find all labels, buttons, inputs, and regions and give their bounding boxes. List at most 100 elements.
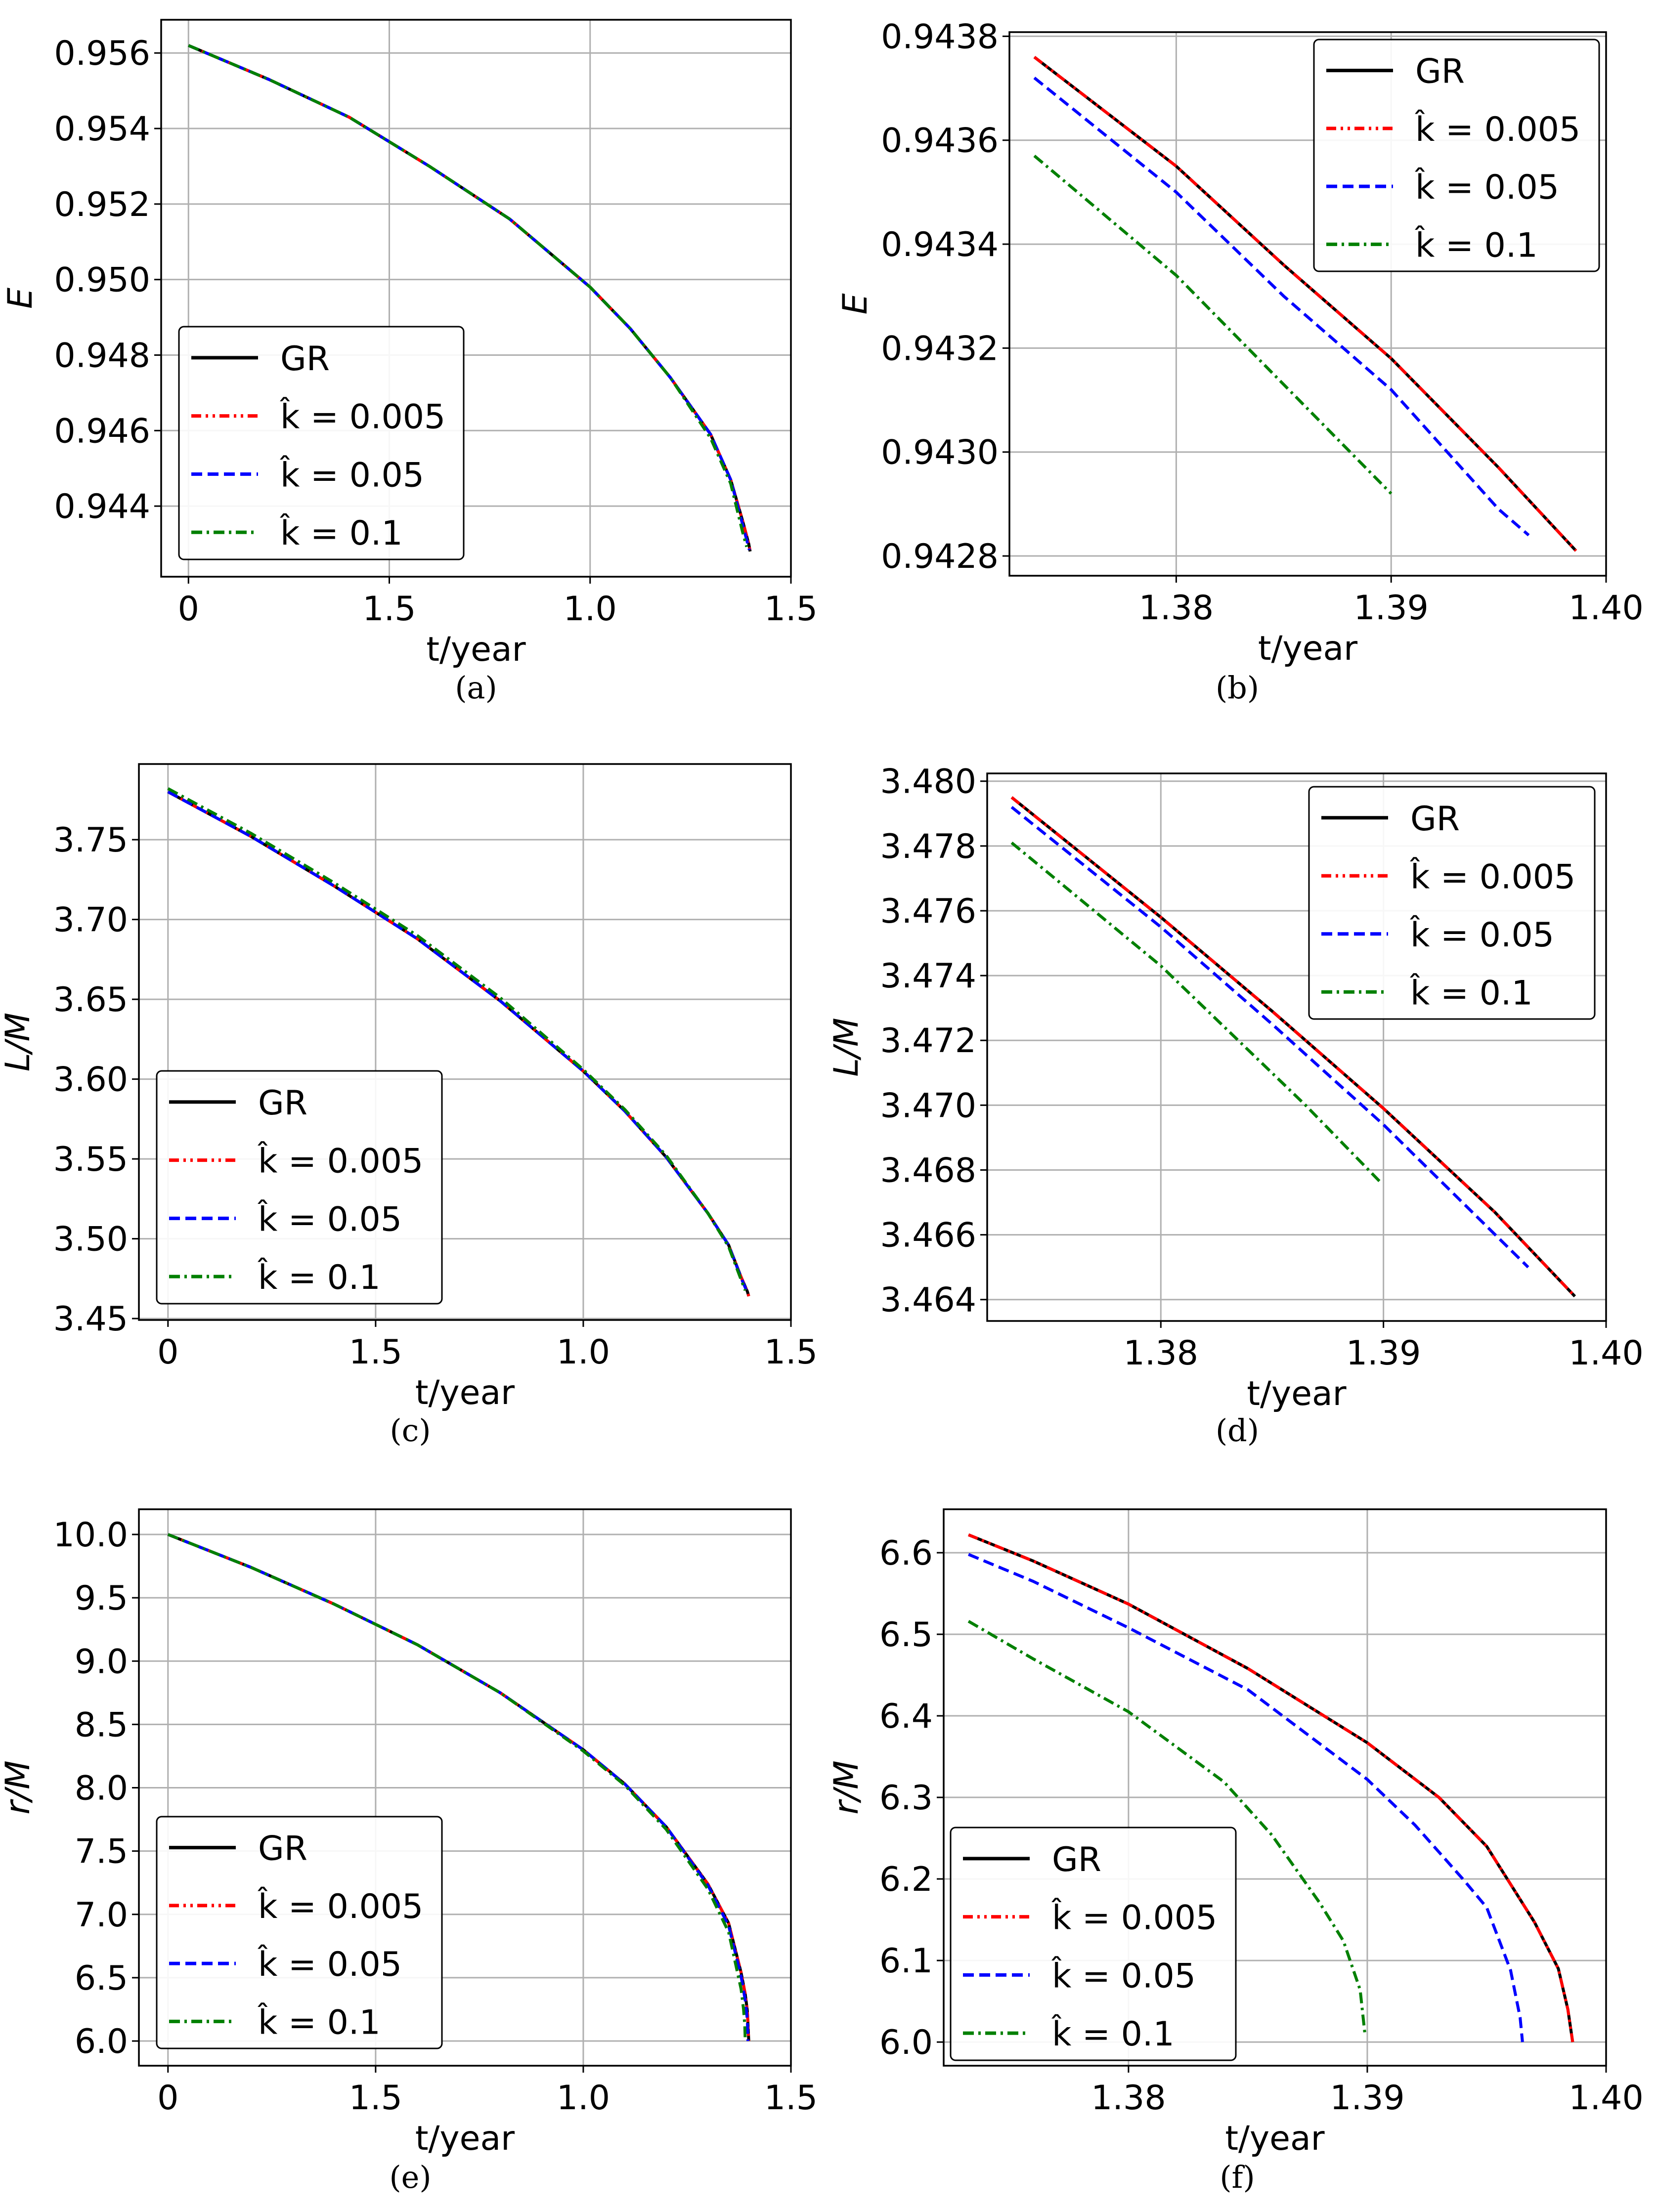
x-tick-label: 0 xyxy=(157,1333,178,1372)
panel-caption: (a) xyxy=(455,670,497,706)
y-tick-label: 6.5 xyxy=(879,1616,933,1655)
x-tick-label: 1.5 xyxy=(362,590,416,629)
legend-label: k̂ = 0.1 xyxy=(1414,225,1538,265)
legend-frame xyxy=(950,1827,1237,2061)
y-tick-label: 3.55 xyxy=(53,1140,128,1179)
axes-frame xyxy=(986,772,1607,1322)
y-tick-label: 3.476 xyxy=(880,892,976,931)
legend: GR k̂ = 0.005 k̂ = 0.05 k̂ = 0.1 xyxy=(156,1070,443,1305)
y-tick-label: 0.9432 xyxy=(881,329,999,368)
x-tick-label: 1.0 xyxy=(564,590,617,629)
legend-label: k̂ = 0.05 xyxy=(1414,168,1559,207)
series-line-k0005 xyxy=(968,1533,1574,2042)
y-tick-label: 0.9428 xyxy=(881,537,999,576)
panel-caption: (d) xyxy=(1216,1412,1259,1448)
y-tick-label: 3.468 xyxy=(880,1151,976,1190)
x-axis-label: t/year xyxy=(426,630,525,669)
x-tick-label: 1.0 xyxy=(557,1333,610,1372)
legend-label: k̂ = 0.1 xyxy=(257,2002,381,2042)
x-tick-label: 1.5 xyxy=(764,2079,818,2118)
legend: GR k̂ = 0.005 k̂ = 0.05 k̂ = 0.1 xyxy=(950,1827,1237,2061)
y-tick-label: 6.1 xyxy=(879,1942,933,1981)
y-tick-label: 6.5 xyxy=(75,1959,128,1998)
legend-label: k̂ = 0.005 xyxy=(279,397,445,436)
y-tick-label: 0.954 xyxy=(54,110,150,149)
panel-b: 1.38 1.39 1.40 0.9428 0.9430 0.9432 0.9434 0.94… xyxy=(836,17,1644,706)
series-line-k01 xyxy=(167,1533,747,2040)
y-tick-label: 3.75 xyxy=(53,821,128,860)
panel-f: 1.38 1.39 1.40 6.0 6.1 6.2 6.3 6.4 6.5 6.6 t/year r… xyxy=(827,1508,1644,2195)
y-tick-label: 6.3 xyxy=(879,1779,933,1818)
legend-label: k̂ = 0.005 xyxy=(257,1141,423,1181)
series-line-k01 xyxy=(167,787,747,1291)
legend-label: k̂ = 0.005 xyxy=(257,1886,423,1926)
y-tick-label: 3.50 xyxy=(53,1220,128,1259)
legend-label: k̂ = 0.05 xyxy=(257,1945,402,1984)
y-axis-label: r/M xyxy=(0,1760,38,1815)
x-tick-label: 1.39 xyxy=(1353,589,1428,628)
axes-frame xyxy=(1008,31,1607,577)
axes-frame xyxy=(160,19,792,578)
series-line-k01 xyxy=(1033,155,1393,495)
y-tick-label: 3.474 xyxy=(880,957,976,996)
axes-frame xyxy=(138,763,792,1321)
legend-label: GR xyxy=(1410,800,1460,839)
x-axis-label: t/year xyxy=(415,2119,515,2158)
legend-label: k̂ = 0.005 xyxy=(1409,857,1575,896)
y-tick-label: 3.70 xyxy=(53,901,128,940)
legend-label: GR xyxy=(1415,52,1465,91)
legend-label: GR xyxy=(280,340,330,379)
y-tick-label: 7.0 xyxy=(75,1896,128,1935)
series-line-k0005 xyxy=(1010,796,1576,1298)
y-tick-label: 3.65 xyxy=(53,980,128,1020)
x-tick-label: 1.40 xyxy=(1569,1334,1643,1373)
y-tick-label: 9.5 xyxy=(75,1579,128,1618)
y-axis-label: r/M xyxy=(827,1760,866,1815)
legend-label: GR xyxy=(258,1829,307,1869)
x-axis-label: t/year xyxy=(1258,629,1357,668)
series-line-k005 xyxy=(1010,806,1529,1269)
x-tick-label: 1.5 xyxy=(349,1333,402,1372)
legend: GR k̂ = 0.005 k̂ = 0.05 k̂ = 0.1 xyxy=(1308,786,1596,1020)
legend-label: k̂ = 0.1 xyxy=(1409,973,1533,1013)
x-tick-label: 1.5 xyxy=(764,1333,818,1372)
y-tick-label: 8.5 xyxy=(75,1705,128,1744)
panel-caption: (c) xyxy=(390,1412,431,1448)
legend-label: k̂ = 0.05 xyxy=(279,455,424,495)
legend-label: k̂ = 0.1 xyxy=(1051,2014,1175,2054)
y-tick-label: 0.9430 xyxy=(881,433,999,472)
x-tick-label: 1.38 xyxy=(1139,589,1214,628)
y-tick-label: 6.4 xyxy=(879,1697,933,1736)
legend-frame xyxy=(1308,786,1596,1020)
axes-frame xyxy=(138,1508,792,2067)
y-tick-label: 6.2 xyxy=(879,1860,933,1899)
legend-frame xyxy=(1313,39,1600,272)
y-tick-label: 3.480 xyxy=(880,763,976,802)
legend-frame xyxy=(156,1070,443,1305)
y-tick-label: 3.478 xyxy=(880,827,976,866)
y-tick-label: 9.0 xyxy=(75,1642,128,1681)
series-line-k0005 xyxy=(1033,56,1577,552)
legend: GR k̂ = 0.005 k̂ = 0.05 k̂ = 0.1 xyxy=(1313,39,1600,272)
y-tick-label: 0.9436 xyxy=(881,122,999,161)
legend-frame xyxy=(178,326,465,560)
x-tick-label: 1.40 xyxy=(1569,589,1643,628)
y-tick-label: 3.60 xyxy=(53,1061,128,1100)
y-tick-label: 3.466 xyxy=(880,1216,976,1255)
y-axis-label: E xyxy=(836,293,875,314)
y-tick-label: 6.0 xyxy=(879,2023,933,2062)
y-tick-label: 8.0 xyxy=(75,1769,128,1808)
axes-frame xyxy=(943,1508,1607,2067)
series-line-k005 xyxy=(1033,77,1530,537)
legend-label: k̂ = 0.1 xyxy=(279,513,403,553)
y-tick-label: 0.946 xyxy=(54,412,150,451)
x-tick-label: 1.5 xyxy=(349,2079,402,2118)
series-line-k005 xyxy=(167,1533,749,2042)
panel-a: 0 1.5 1.0 1.5 0.944 0.946 0.948 0.950 0.952 0.954… xyxy=(1,19,818,706)
x-tick-label: 1.40 xyxy=(1569,2079,1643,2118)
y-tick-label: 7.5 xyxy=(75,1832,128,1872)
y-tick-label: 0.9434 xyxy=(881,225,999,264)
legend-label: GR xyxy=(258,1084,307,1123)
x-tick-label: 1.38 xyxy=(1124,1334,1198,1373)
